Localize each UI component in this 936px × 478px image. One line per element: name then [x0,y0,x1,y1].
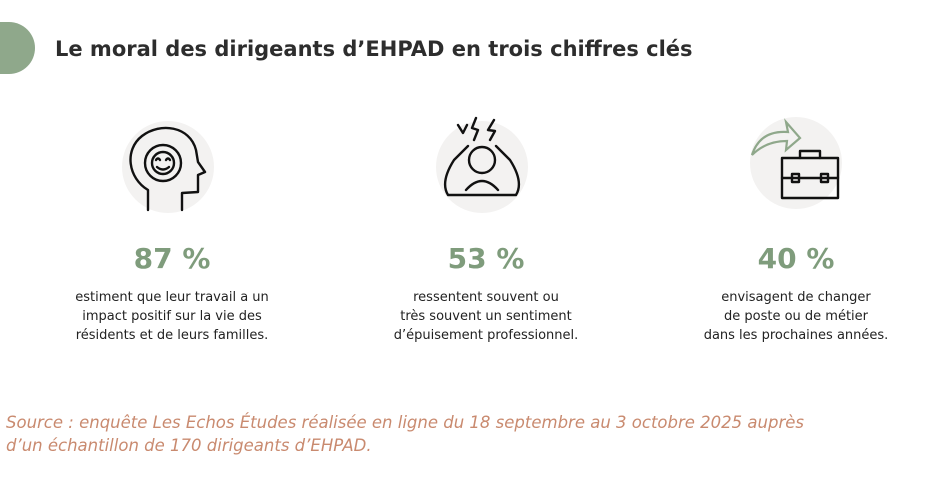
stat-description: ressentent souvent ou [413,290,559,305]
stat-description: résidents et de leurs familles. [76,328,269,343]
title: Le moral des dirigeants d’EHPAD en trois… [55,37,693,61]
stat-description: de poste ou de métier [724,309,869,324]
source-line: Source : enquête Les Echos Études réalis… [6,413,804,432]
stat-description: très souvent un sentiment [400,309,572,324]
stat-description: dans les prochaines années. [704,328,889,343]
stat-description: estiment que leur travail a un [75,290,269,305]
accent [9,22,35,74]
stat-figure: 40 % [758,242,835,275]
stat-figure: 87 % [134,242,211,275]
source-line: d’un échantillon de 170 dirigeants d’EHP… [6,436,372,455]
stat-figure: 53 % [448,242,525,275]
icon-head [122,121,214,213]
stat-description: d’épuisement professionnel. [394,328,579,343]
accent [0,22,9,74]
icon-stress [436,116,528,213]
icon-briefcase [750,117,842,209]
stat-description: impact positif sur la vie des [82,309,262,324]
stat-description: envisagent de changer [721,290,871,305]
